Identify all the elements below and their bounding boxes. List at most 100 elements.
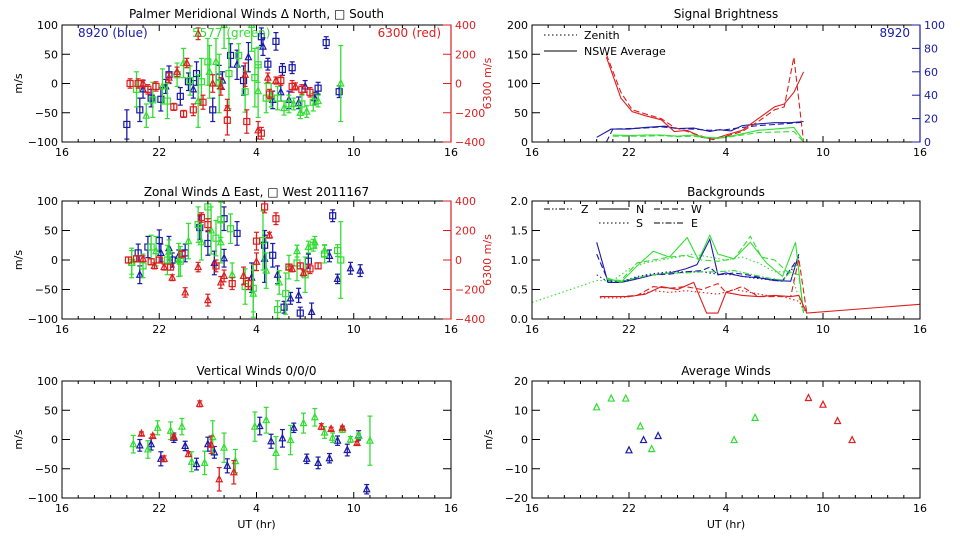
data-point <box>255 416 264 436</box>
triangle-marker <box>607 393 616 402</box>
data-point <box>278 63 287 76</box>
data-point <box>137 428 146 437</box>
square-marker <box>186 76 194 85</box>
plot-frame <box>61 24 452 143</box>
data-point <box>195 398 204 408</box>
right-y-tick-label: −400 <box>455 136 485 149</box>
y-tick-label: 50 <box>44 48 58 61</box>
data-point <box>126 78 134 89</box>
square-marker <box>136 106 144 114</box>
square-marker <box>199 98 207 106</box>
data-point <box>338 422 347 431</box>
x-tick-label: 10 <box>816 146 830 159</box>
triangle-marker <box>302 106 311 115</box>
data-point <box>152 81 160 92</box>
data-point <box>278 428 287 448</box>
square-marker <box>296 309 304 317</box>
triangle-marker <box>647 444 656 453</box>
y-tick-label: 0 <box>51 254 58 267</box>
data-point <box>636 421 645 430</box>
data-point <box>282 272 290 315</box>
triangle-marker <box>184 449 193 458</box>
right-y-tick-label: 400 <box>455 19 476 32</box>
triangle-marker <box>254 125 263 134</box>
triangle-marker <box>135 440 144 449</box>
triangle-marker <box>189 84 198 93</box>
triangle-marker <box>639 435 648 444</box>
triangle-marker <box>255 421 264 430</box>
triangle-marker <box>244 52 253 61</box>
triangle-marker <box>160 453 169 462</box>
square-marker <box>296 262 304 270</box>
square-marker <box>233 229 241 238</box>
data-point <box>296 306 304 319</box>
data-point <box>178 250 186 258</box>
triangle-marker <box>328 432 337 441</box>
x-tick-label: 16 <box>444 146 458 159</box>
plot-frame <box>531 380 921 499</box>
data-point <box>262 252 271 289</box>
data-point <box>343 443 352 457</box>
square-marker <box>288 64 296 72</box>
plot-frame <box>531 24 921 143</box>
x-tick-label: 16 <box>444 323 458 336</box>
square-marker <box>176 92 184 100</box>
square-marker <box>226 225 235 233</box>
data-point <box>187 451 196 473</box>
y-tick-label: 100 <box>37 375 58 388</box>
triangle-marker <box>142 110 151 119</box>
y-tick-label: −100 <box>28 492 58 505</box>
data-point <box>647 444 656 453</box>
series-line-green-dashdot <box>606 262 800 283</box>
triangle-marker <box>259 41 267 50</box>
series-line-red-dashed <box>599 258 808 314</box>
triangle-marker <box>353 438 361 447</box>
square-marker <box>278 65 287 74</box>
triangle-marker <box>267 436 276 445</box>
data-point <box>267 433 276 449</box>
legend-label: Z <box>581 203 589 216</box>
triangle-marker <box>271 75 280 84</box>
plot-area <box>592 393 857 454</box>
triangle-marker <box>625 445 633 454</box>
x-tick-label: 22 <box>152 323 166 336</box>
data-point <box>314 94 323 108</box>
data-point <box>220 432 229 463</box>
data-point <box>139 253 148 263</box>
series-line-green-n <box>606 233 805 314</box>
triangle-marker <box>220 442 229 451</box>
data-point <box>194 27 203 41</box>
x-tick-label: 16 <box>55 323 69 336</box>
data-point <box>207 435 216 455</box>
series-line-red-dotted <box>599 288 808 314</box>
triangle-marker <box>152 246 160 255</box>
triangle-marker <box>252 256 261 265</box>
data-point <box>654 431 663 440</box>
data-point <box>320 244 329 258</box>
square-marker <box>152 82 160 91</box>
data-point <box>173 66 182 78</box>
square-marker <box>176 257 184 265</box>
triangle-marker <box>299 418 308 427</box>
data-point <box>353 438 361 447</box>
x-tick-label: 4 <box>723 146 730 159</box>
data-point <box>751 413 760 421</box>
square-marker <box>178 250 186 258</box>
triangle-marker <box>168 272 177 281</box>
triangle-marker <box>356 265 365 274</box>
triangle-marker <box>288 264 297 272</box>
y-tick-label: 100 <box>37 19 58 32</box>
square-marker <box>329 212 337 220</box>
square-marker <box>264 60 272 68</box>
right-y-tick-label: 100 <box>924 19 945 32</box>
data-point <box>294 287 303 304</box>
plot-area <box>124 201 365 319</box>
data-point <box>322 36 330 50</box>
series-line-green-dotted <box>532 253 805 314</box>
right-axis-label: 6300 m/s <box>481 57 494 109</box>
square-marker <box>139 262 147 270</box>
annotation-label: 6300 (red) <box>378 26 441 40</box>
data-point <box>306 263 314 275</box>
y-axis-label: m/s <box>482 429 495 449</box>
